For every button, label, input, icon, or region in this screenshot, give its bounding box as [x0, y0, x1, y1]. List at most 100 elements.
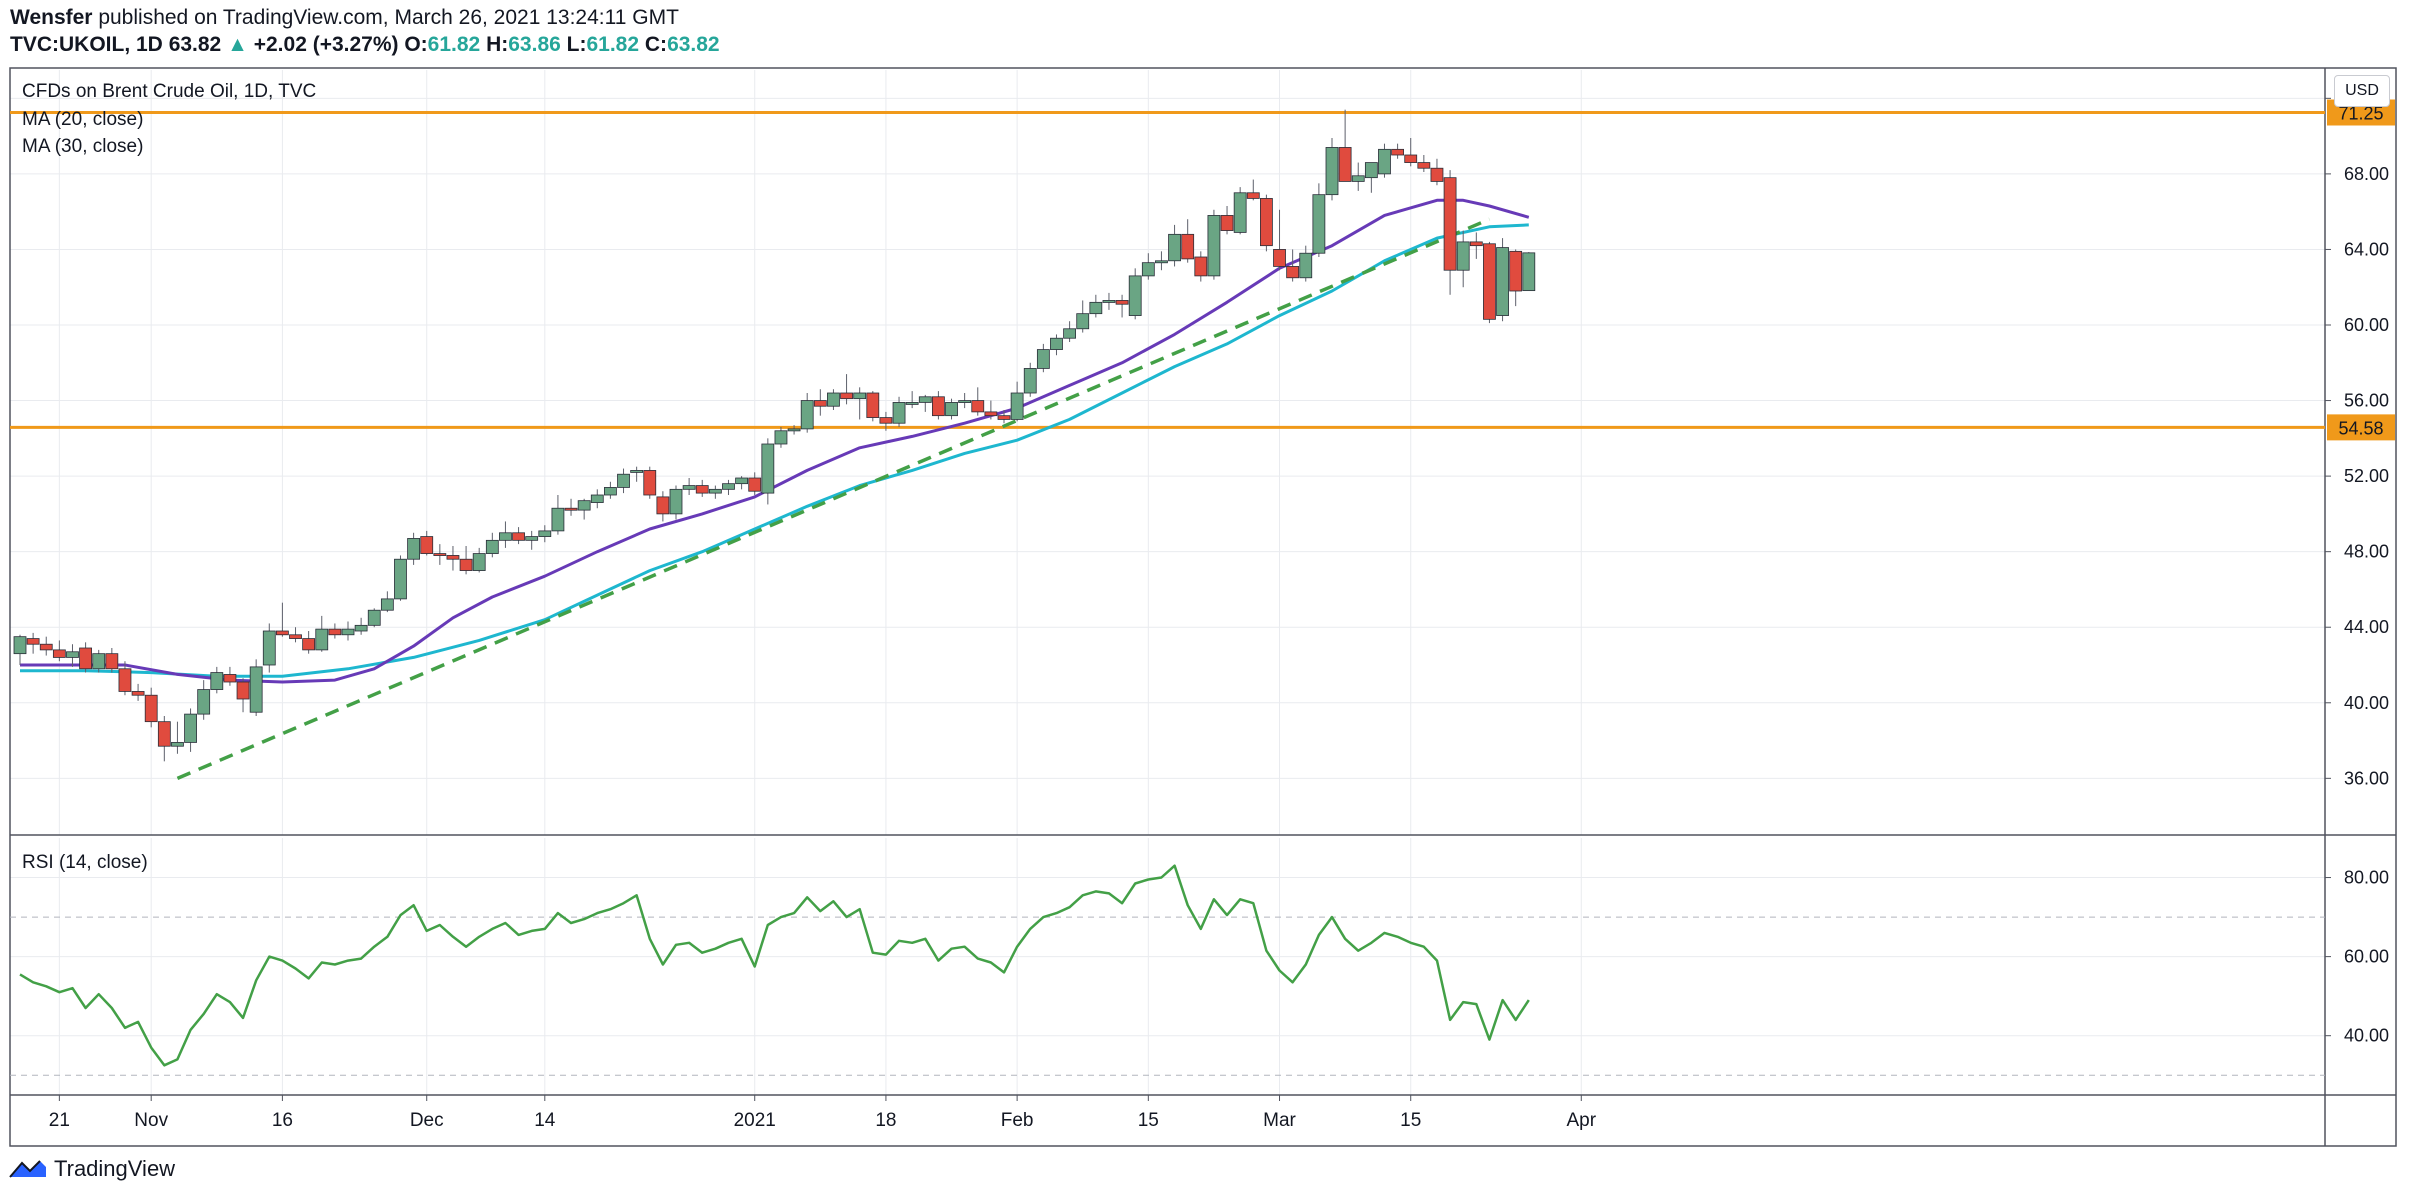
rsi-tick-label: 60.00 — [2344, 947, 2389, 967]
candle — [1050, 334, 1063, 356]
candle — [617, 468, 630, 494]
candle — [1260, 194, 1273, 252]
price-tick-label: 48.00 — [2344, 542, 2389, 562]
candle — [302, 631, 316, 654]
horizontal-levels[interactable] — [10, 111, 2325, 429]
candle — [485, 532, 499, 558]
candle-body — [485, 539, 499, 554]
candle-body — [66, 651, 79, 658]
candle — [367, 608, 381, 628]
candle — [1443, 170, 1457, 295]
symbol-info: TVC:UKOIL, 1D 63.82 ▲ +2.02 (+3.27%) O:6… — [10, 33, 720, 57]
price-tick-label: 44.00 — [2344, 617, 2389, 637]
candle-body — [1036, 349, 1050, 369]
candle — [577, 498, 591, 520]
candle — [1233, 187, 1247, 235]
price-tick-label: 64.00 — [2344, 239, 2389, 259]
candle-body — [144, 694, 158, 723]
last-price: 63.82 — [168, 33, 222, 56]
candle-body — [682, 485, 696, 490]
price-tick-label: 40.00 — [2344, 693, 2389, 713]
candle — [446, 546, 460, 571]
candle-body — [1391, 148, 1404, 156]
time-axis[interactable]: 21 Nov 16 Dec 14 2021 18 Feb 15 Mar 15 Apr — [49, 1095, 1597, 1131]
candle-body — [761, 443, 775, 494]
candle — [1010, 381, 1024, 422]
candle — [1036, 343, 1050, 373]
price-labels: 71.25 54.58 — [2327, 99, 2395, 441]
candle — [656, 491, 670, 522]
candle-body — [538, 530, 552, 537]
candle-body — [1181, 233, 1195, 260]
candle — [827, 389, 840, 410]
trendline[interactable] — [176, 217, 1491, 780]
candle-body — [1496, 247, 1509, 316]
time-tick-label: 15 — [1138, 1110, 1159, 1131]
candle-body — [302, 638, 316, 651]
candle — [394, 555, 407, 601]
candle-body — [118, 668, 132, 692]
tradingview-logo-icon — [9, 1160, 46, 1178]
candle-body — [630, 470, 644, 473]
candle — [118, 661, 132, 696]
candle-body — [1351, 175, 1365, 182]
candle — [52, 640, 66, 662]
candle-body — [236, 681, 250, 700]
price-tick-label: 56.00 — [2344, 391, 2389, 411]
candle-body — [1417, 162, 1431, 169]
candle — [1246, 179, 1260, 201]
candle — [223, 666, 237, 686]
candle-body — [800, 400, 814, 430]
candle-body — [1207, 215, 1221, 277]
candle — [932, 391, 945, 420]
candle — [538, 525, 552, 543]
price-tick-label: 52.00 — [2344, 466, 2389, 486]
time-tick-label: 18 — [875, 1110, 896, 1131]
candle — [328, 623, 342, 639]
candle-body — [472, 553, 486, 571]
candle — [564, 498, 578, 516]
candle — [1364, 162, 1378, 193]
candle-body — [590, 494, 604, 503]
candle — [682, 478, 696, 495]
candle — [499, 521, 512, 548]
candle-body — [1063, 328, 1076, 339]
candle-body — [577, 500, 591, 511]
time-tick-label: 14 — [534, 1110, 556, 1131]
high-label: H: — [486, 33, 509, 56]
candle — [1483, 241, 1496, 324]
candle-body — [1023, 368, 1037, 394]
candle-body — [708, 488, 722, 494]
author-name[interactable]: Wensfer — [10, 6, 93, 29]
price-tick-label: 68.00 — [2344, 164, 2389, 184]
rsi-line-path — [19, 864, 1530, 1067]
price-axis[interactable]: 36.00 40.00 44.00 48.00 52.00 56.00 60.00 64.00… — [2325, 88, 2389, 788]
currency-button[interactable]: USD — [2334, 75, 2390, 107]
candle-body — [1194, 256, 1208, 277]
rsi-tick-label: 40.00 — [2344, 1026, 2389, 1046]
candle-body — [853, 392, 867, 400]
candle-body — [879, 417, 893, 424]
candle-body — [446, 555, 460, 560]
ma30-legend[interactable]: MA (30, close) — [22, 136, 144, 157]
candle-body — [13, 636, 27, 655]
candle-body — [840, 392, 853, 400]
publish-info: Wensfer published on TradingView.com, Ma… — [10, 6, 679, 30]
footer-brand[interactable]: TradingView — [8, 1156, 175, 1182]
candle-body — [892, 402, 906, 424]
ma20-legend[interactable]: MA (20, close) — [22, 109, 144, 130]
candle — [892, 396, 906, 427]
candle-body — [1325, 147, 1339, 196]
candle — [1351, 162, 1365, 191]
candle — [472, 547, 486, 573]
price-tick-label: 60.00 — [2344, 315, 2389, 335]
rsi-axis[interactable]: 40.00 60.00 80.00 — [2325, 868, 2389, 1046]
chart-frame — [9, 67, 2397, 1147]
candle-body — [564, 507, 578, 511]
candle — [39, 636, 53, 656]
candle-body — [984, 411, 998, 417]
candle — [997, 410, 1011, 424]
candle — [840, 374, 853, 405]
rsi-pane-title: RSI (14, close) — [22, 852, 148, 873]
